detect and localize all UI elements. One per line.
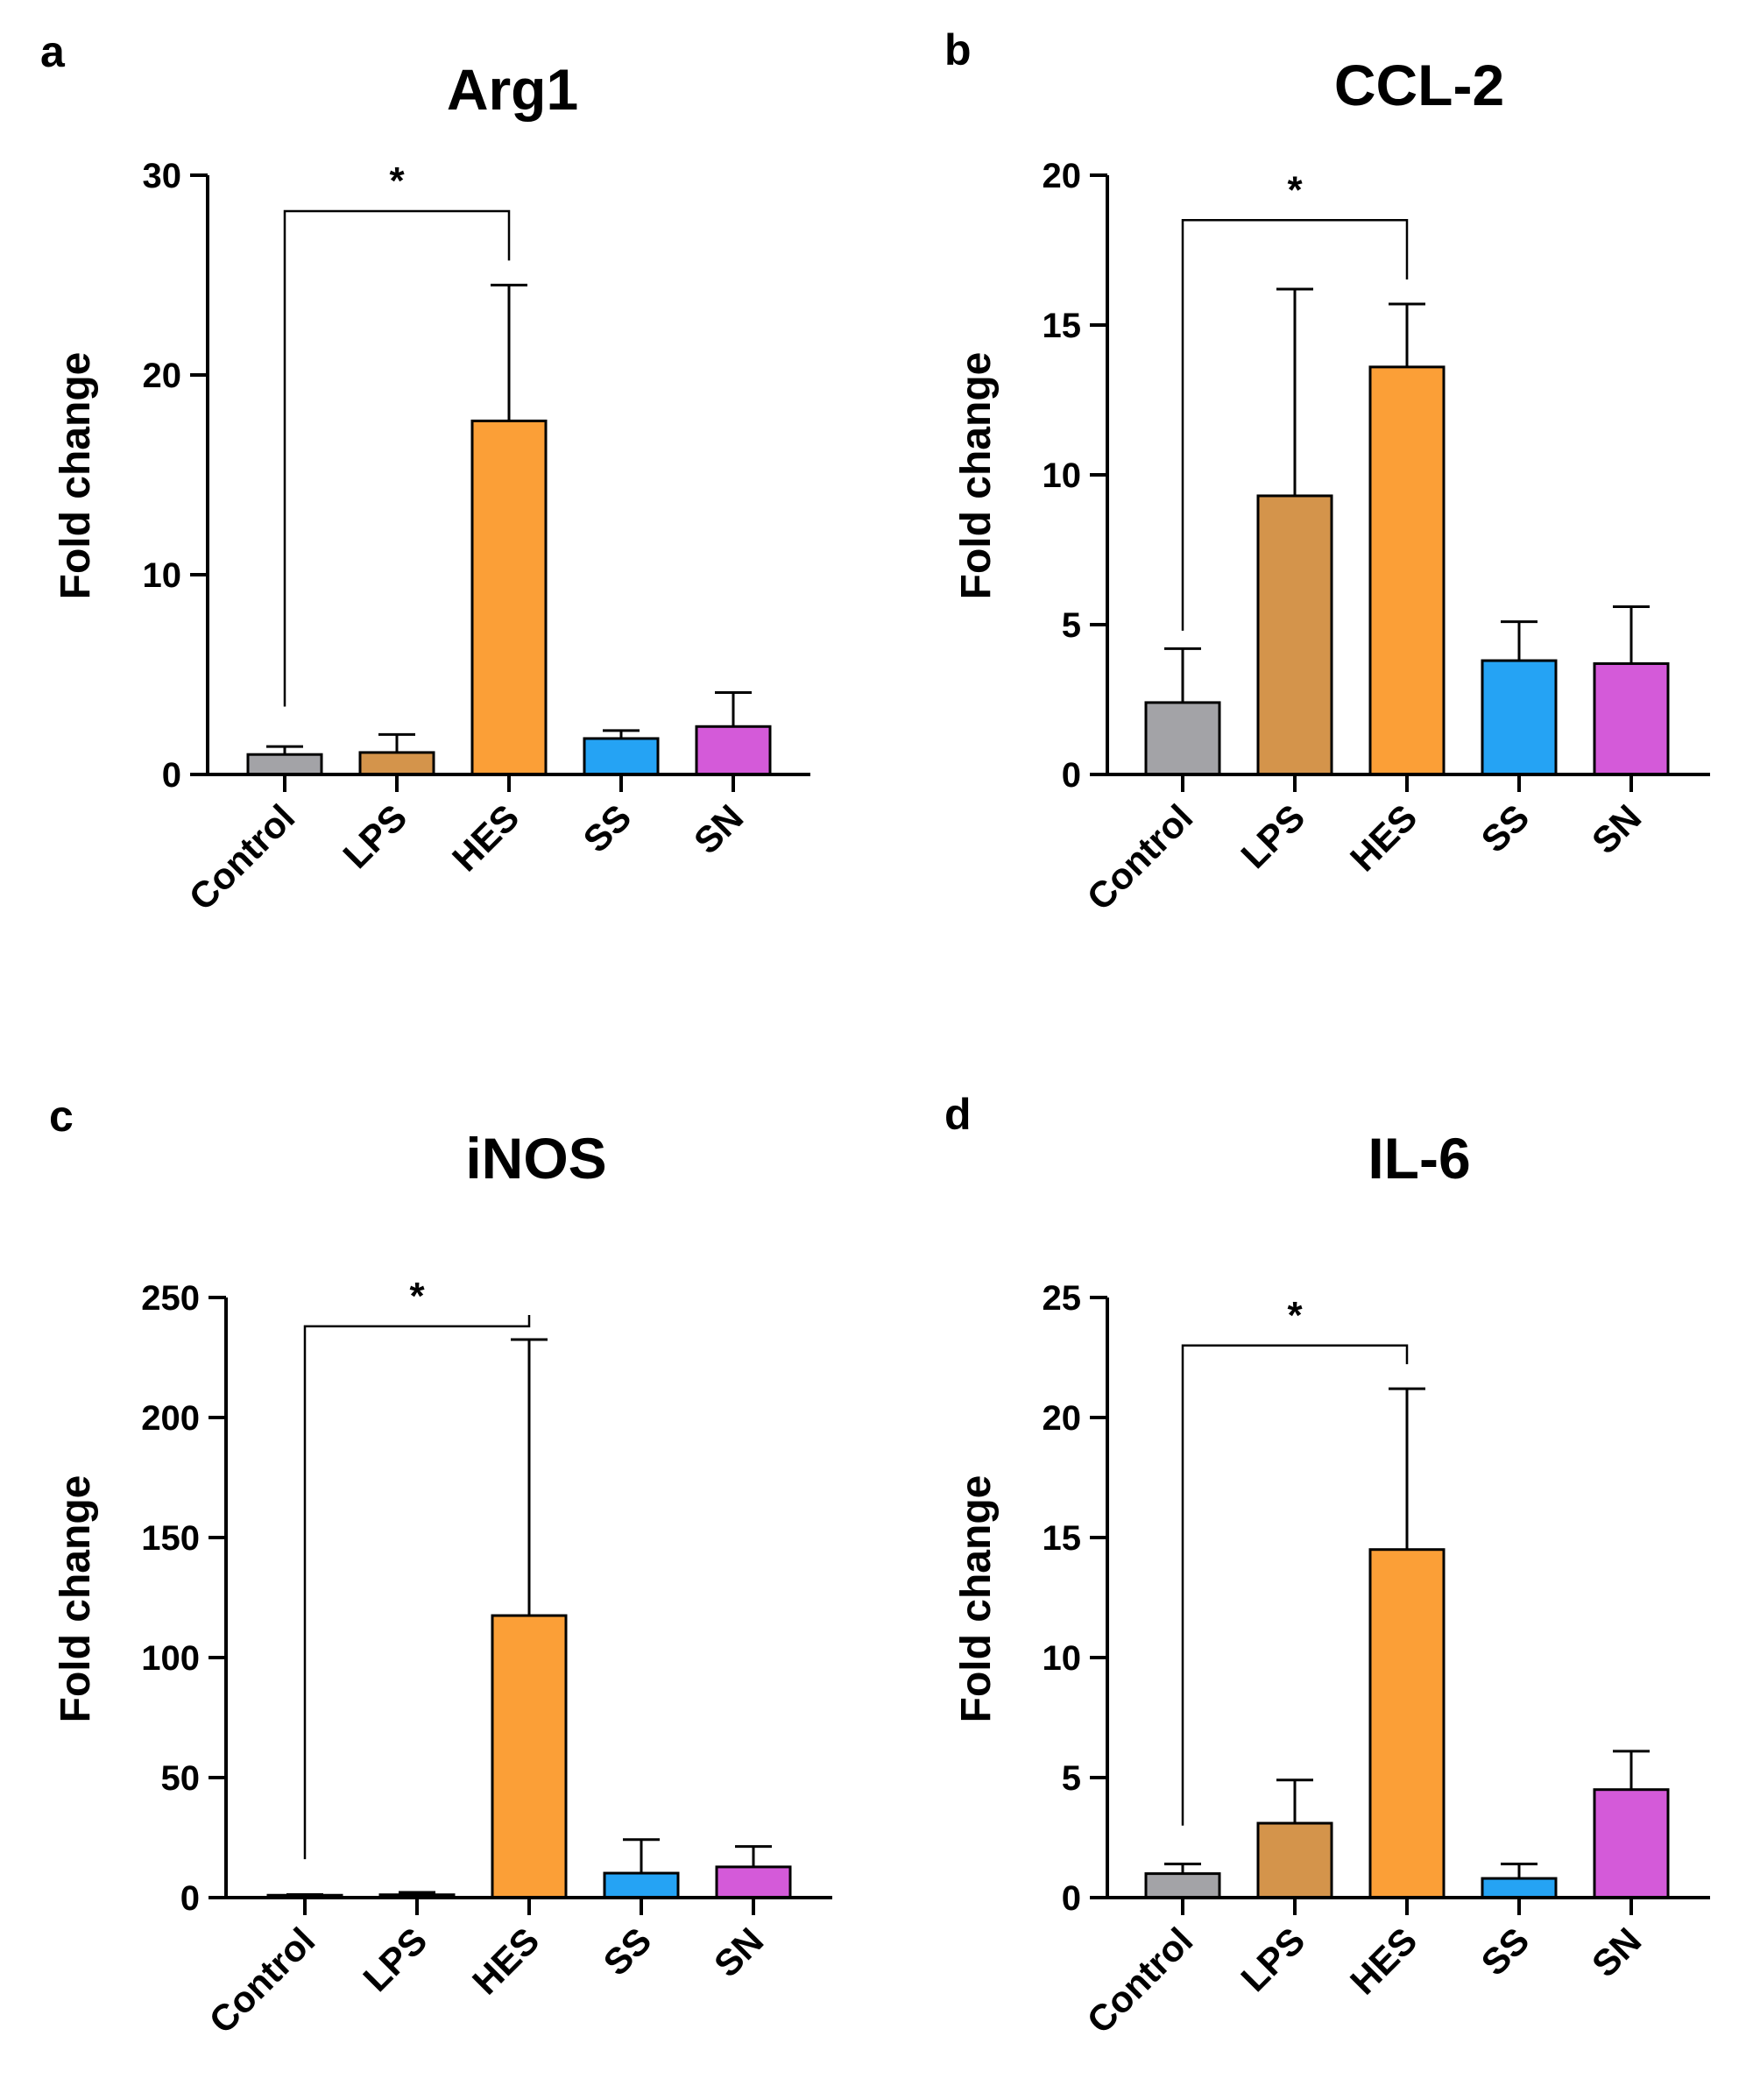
category-label-d-lps: LPS xyxy=(1233,1920,1312,1999)
y-tick-label-b-10: 10 xyxy=(1043,456,1082,495)
category-label-d-ss: SS xyxy=(1474,1920,1537,1983)
y-tick-label-d-20: 20 xyxy=(1043,1399,1082,1438)
bar-d-sn xyxy=(1593,1788,1670,1899)
significance-bracket-b xyxy=(1181,219,1409,631)
bar-b-hes xyxy=(1368,365,1446,776)
plot-area-b: 0 5 10 15 20 Control LPS HES SS SN * xyxy=(1043,157,1710,918)
y-tick-label-c-200: 200 xyxy=(141,1399,200,1438)
category-label-d-control: Control xyxy=(1079,1920,1201,2041)
category-label-c-lps: LPS xyxy=(355,1920,435,1999)
category-label-a-control: Control xyxy=(181,796,303,918)
panel-letter-d: d xyxy=(944,1090,972,1139)
bar-a-sn xyxy=(695,725,772,776)
significance-bracket-c xyxy=(303,1314,531,1860)
y-tick-label-d-0: 0 xyxy=(1062,1879,1081,1918)
panel-letter-b: b xyxy=(944,25,972,74)
y-tick-label-d-10: 10 xyxy=(1043,1639,1082,1678)
category-label-d-hes: HES xyxy=(1342,1920,1424,2002)
chart-title-arg1: Arg1 xyxy=(447,57,578,122)
significance-bracket-d xyxy=(1181,1344,1409,1826)
chart-panel-b: b CCL-2 Fold change 0 5 10 15 20 Control LPS HE… xyxy=(944,25,1710,918)
bar-a-lps xyxy=(358,751,435,776)
y-tick-label-a-10: 10 xyxy=(143,556,182,595)
plot-area-d: 0 5 10 15 20 25 Control LPS HES SS SN * xyxy=(1043,1279,1710,2041)
chart-title-ccl2: CCL-2 xyxy=(1334,53,1504,117)
category-label-a-lps: LPS xyxy=(335,796,414,876)
y-tick-label-d-15: 15 xyxy=(1043,1519,1082,1558)
significance-bracket-a xyxy=(283,209,511,707)
bar-b-sn xyxy=(1593,661,1670,776)
bar-d-control xyxy=(1144,1872,1221,1899)
category-label-a-ss: SS xyxy=(576,796,640,860)
bar-c-ss xyxy=(603,1871,680,1899)
y-tick-label-b-20: 20 xyxy=(1043,157,1082,195)
category-label-c-sn: SN xyxy=(706,1920,772,1985)
category-label-b-lps: LPS xyxy=(1233,796,1312,876)
bar-a-hes xyxy=(470,419,548,776)
plot-area-c: 0 50 100 150 200 250 Control LPS HES SS SN * xyxy=(141,1275,832,2041)
y-tick-label-d-5: 5 xyxy=(1062,1759,1081,1798)
chart-panel-d: d IL-6 Fold change 0 5 10 15 20 25 Control LPS H… xyxy=(944,1090,1710,2041)
chart-title-inos: iNOS xyxy=(465,1126,606,1191)
y-tick-label-b-15: 15 xyxy=(1043,307,1082,345)
y-tick-label-b-5: 5 xyxy=(1062,606,1081,645)
y-tick-label-c-0: 0 xyxy=(180,1879,200,1918)
category-label-a-sn: SN xyxy=(686,796,752,862)
plot-area-a: 0 10 20 30 Control LPS HES SS SN * xyxy=(143,157,810,918)
category-label-a-hes: HES xyxy=(444,796,527,879)
y-tick-label-d-25: 25 xyxy=(1043,1279,1082,1318)
category-label-b-sn: SN xyxy=(1584,796,1650,862)
bar-b-ss xyxy=(1481,659,1558,776)
bar-d-lps xyxy=(1256,1821,1333,1899)
category-label-c-hes: HES xyxy=(464,1920,547,2002)
category-label-b-hes: HES xyxy=(1342,796,1424,879)
y-axis-label-c: Fold change xyxy=(53,1475,99,1723)
bar-d-hes xyxy=(1368,1548,1446,1899)
category-label-d-sn: SN xyxy=(1584,1920,1650,1985)
bar-d-ss xyxy=(1481,1877,1558,1899)
y-tick-label-b-0: 0 xyxy=(1062,756,1081,795)
panel-letter-a: a xyxy=(40,27,66,76)
category-label-b-control: Control xyxy=(1079,796,1201,918)
y-tick-label-a-0: 0 xyxy=(162,756,181,795)
bar-c-sn xyxy=(715,1865,792,1899)
y-tick-label-c-150: 150 xyxy=(141,1519,200,1558)
chart-title-il6: IL-6 xyxy=(1368,1126,1470,1191)
significance-star-d: * xyxy=(1287,1294,1303,1337)
significance-star-b: * xyxy=(1287,168,1303,211)
category-label-b-ss: SS xyxy=(1474,796,1537,860)
y-axis-label-b: Fold change xyxy=(953,352,1000,600)
y-tick-label-a-20: 20 xyxy=(143,357,182,395)
significance-star-c: * xyxy=(409,1275,425,1318)
chart-panel-a: a Arg1 Fold change 0 10 20 30 Control LPS HES S… xyxy=(40,27,810,918)
bar-b-lps xyxy=(1256,494,1333,776)
category-label-c-control: Control xyxy=(201,1920,323,2041)
y-axis-label-d: Fold change xyxy=(953,1475,1000,1723)
y-tick-label-c-250: 250 xyxy=(141,1279,200,1318)
y-tick-label-c-100: 100 xyxy=(141,1639,200,1678)
y-axis-label-a: Fold change xyxy=(53,352,99,600)
bar-b-control xyxy=(1144,701,1221,776)
panel-letter-c: c xyxy=(49,1092,74,1141)
y-tick-label-c-50: 50 xyxy=(161,1759,201,1798)
significance-star-a: * xyxy=(389,159,405,202)
chart-panel-c: c iNOS Fold change 0 50 100 150 200 250 Contro… xyxy=(49,1092,832,2041)
bar-c-hes xyxy=(491,1614,568,1899)
bar-a-ss xyxy=(583,737,660,776)
y-tick-label-a-30: 30 xyxy=(143,157,182,195)
bar-a-control xyxy=(246,753,323,776)
category-label-c-ss: SS xyxy=(596,1920,660,1983)
